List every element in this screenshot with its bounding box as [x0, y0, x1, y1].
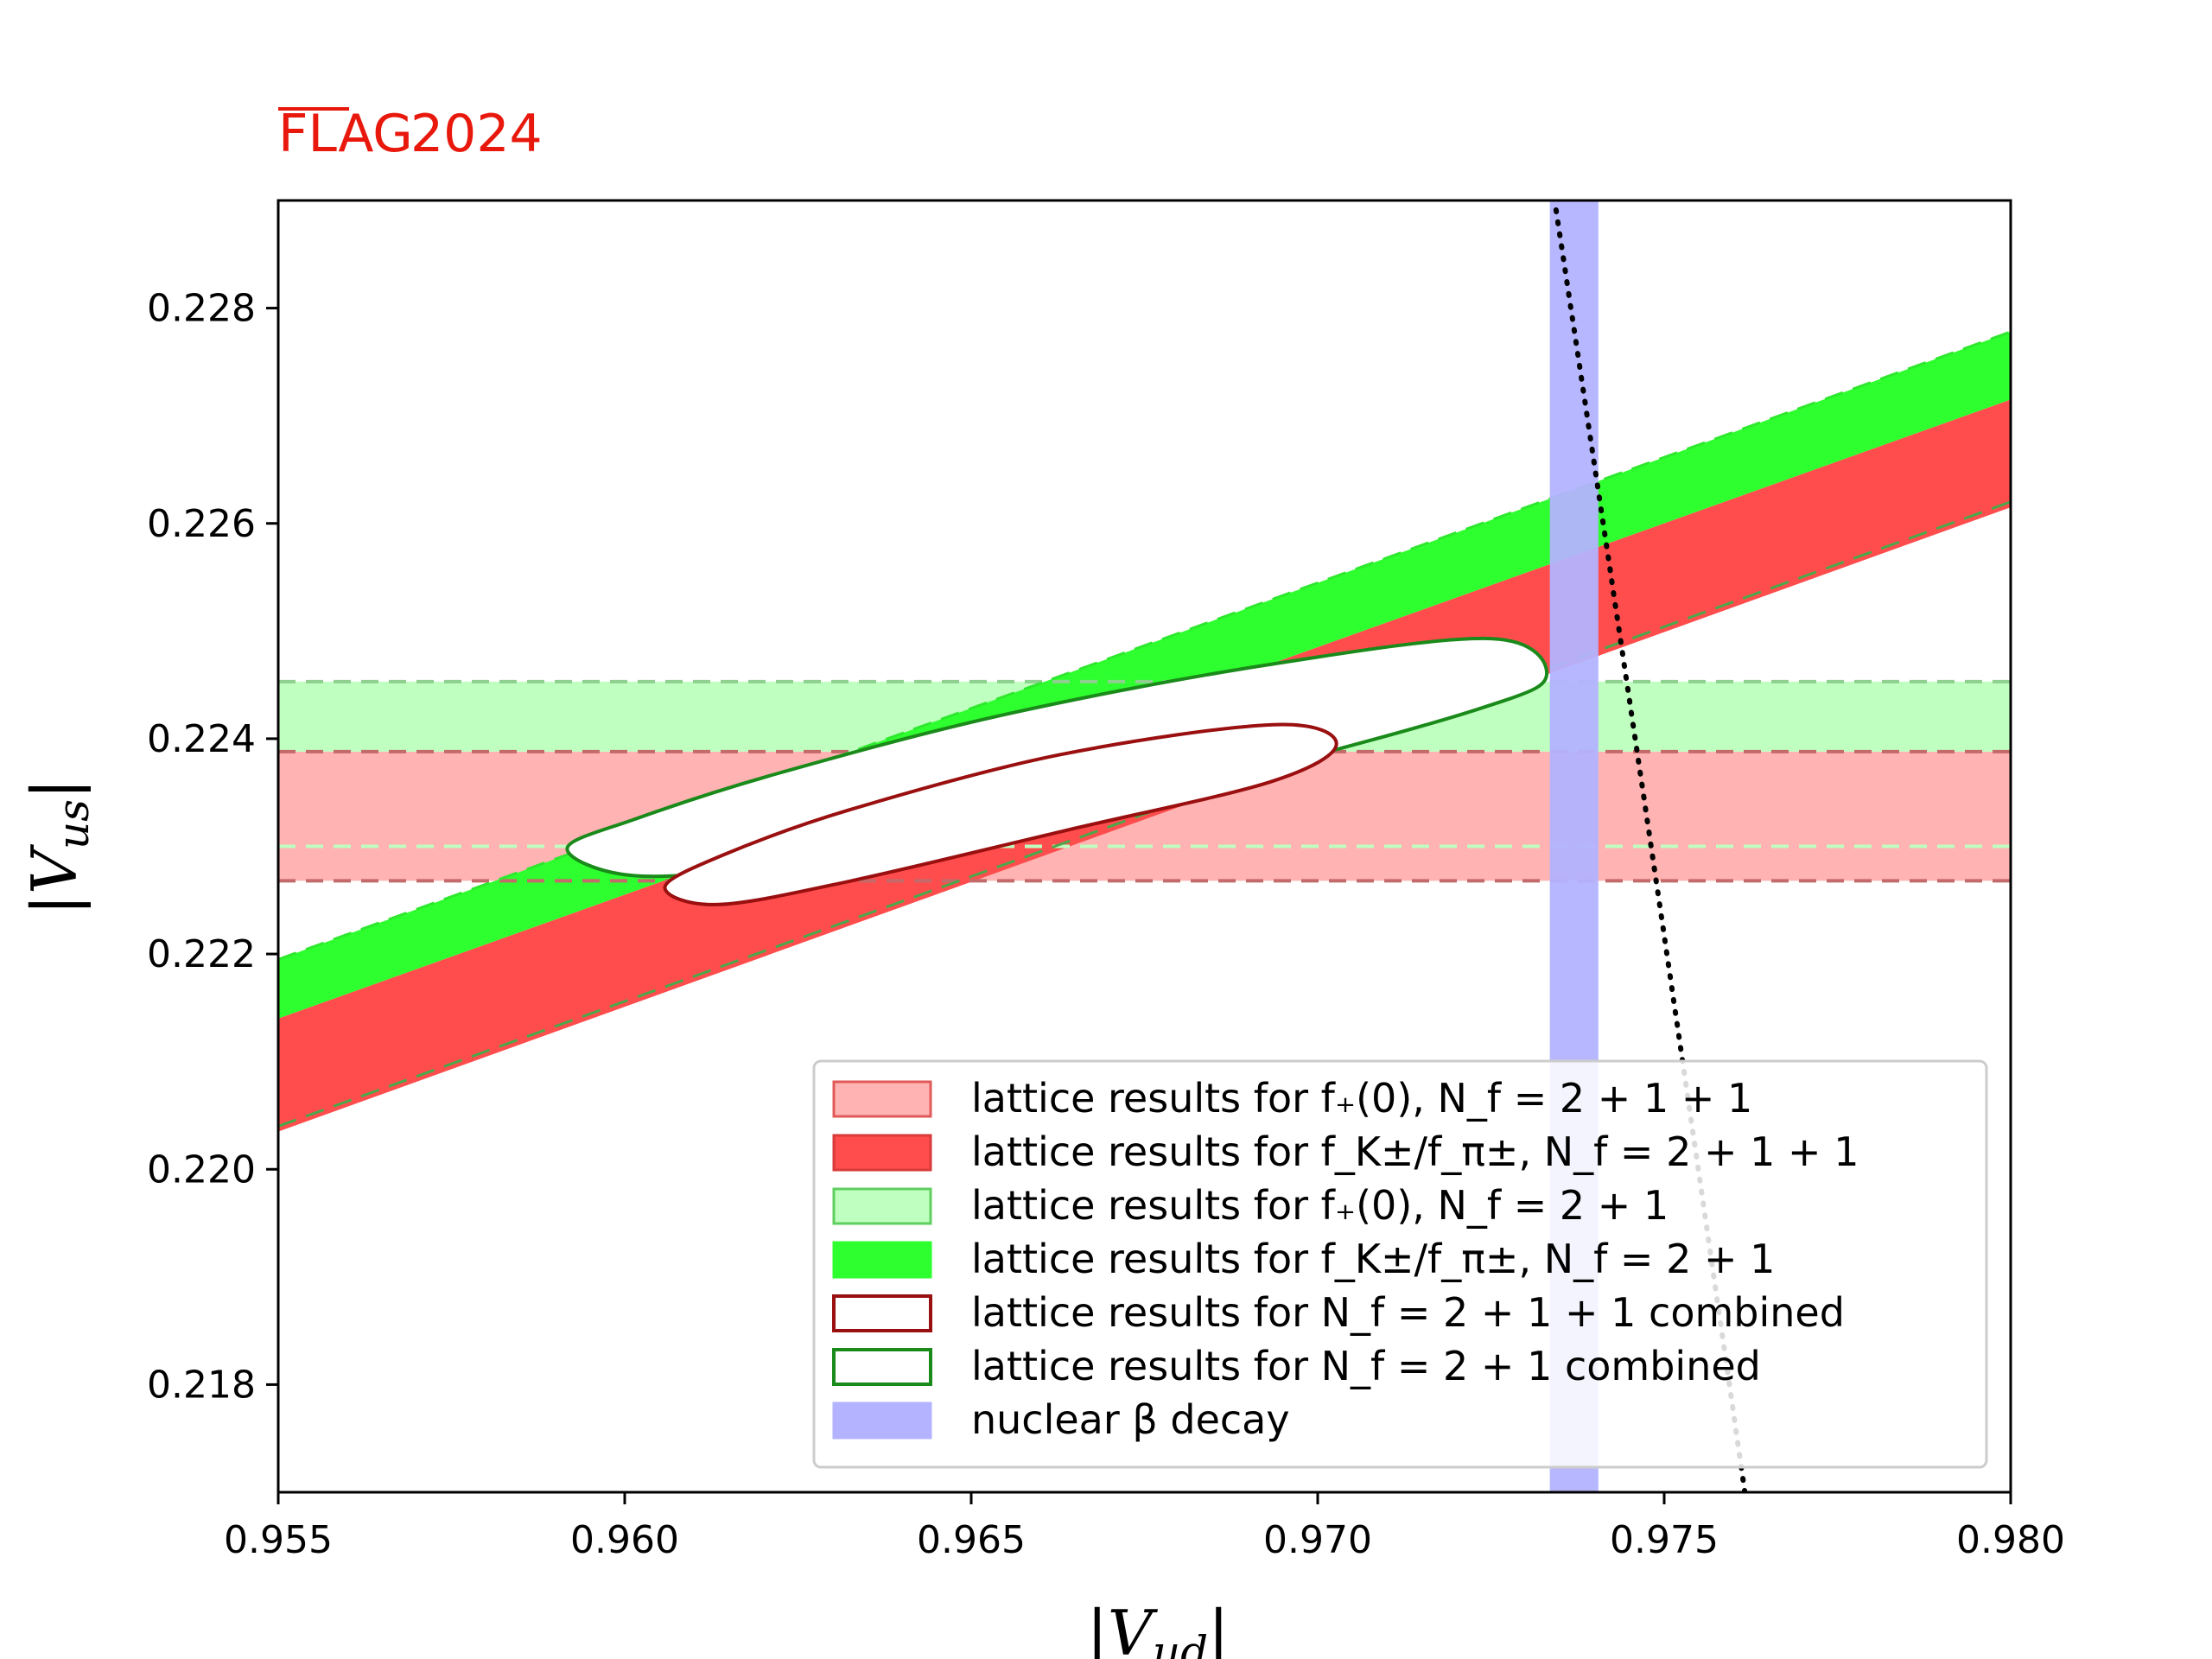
ellipses-layer: [565, 636, 1549, 906]
legend-label-6: nuclear β decay: [971, 1396, 1290, 1443]
y-tick-label-5: 0.228: [147, 287, 256, 331]
flag-logo-year: 2024: [410, 104, 543, 164]
y-tick-label-3: 0.224: [147, 717, 256, 761]
legend-swatch-3: [832, 1241, 932, 1279]
x-tick-label-5: 0.980: [1956, 1518, 2065, 1562]
legend-swatch-2: [832, 1187, 932, 1225]
y-axis-title-text: |Vus|: [18, 779, 99, 915]
legend-swatch-1: [832, 1134, 932, 1172]
legend-swatch-5: [832, 1348, 932, 1386]
legend-label-2: lattice results for f₊(0), N_f = 2 + 1: [971, 1182, 1669, 1229]
legend: lattice results for f₊(0), N_f = 2 + 1 +…: [812, 1059, 1988, 1469]
plot-area: [278, 200, 2011, 1492]
x-axis-ticks: 0.955 0.960 0.965 0.970 0.975 0.980: [224, 1492, 2065, 1562]
x-axis-title-text: |Vud|: [1087, 1597, 1230, 1659]
legend-entries: lattice results for f₊(0), N_f = 2 + 1 +…: [832, 1075, 1859, 1443]
x-tick-label-0: 0.955: [224, 1518, 333, 1562]
x-axis-title: |Vud|: [1087, 1597, 1230, 1659]
legend-label-4: lattice results for N_f = 2 + 1 + 1 comb…: [971, 1289, 1845, 1336]
legend-swatch-6: [832, 1402, 932, 1440]
legend-swatch-4: [832, 1294, 932, 1332]
y-tick-label-2: 0.222: [147, 932, 256, 976]
y-tick-label-1: 0.220: [147, 1147, 256, 1192]
y-axis-ticks: 0.218 0.220 0.222 0.224 0.226 0.228: [147, 287, 278, 1407]
legend-label-1: lattice results for f_K±/f_π±, N_f = 2 +…: [971, 1128, 1859, 1175]
x-tick-label-1: 0.960: [570, 1518, 679, 1562]
y-axis-title: |Vus|: [18, 779, 99, 915]
x-tick-label-4: 0.975: [1610, 1518, 1719, 1562]
band-fk-21: [278, 331, 2011, 1019]
flag-logo: FLAG 2024: [278, 104, 543, 164]
y-tick-label-4: 0.226: [147, 502, 256, 546]
x-tick-label-3: 0.970: [1263, 1518, 1372, 1562]
axes-frame: [276, 199, 2012, 1494]
legend-swatch-0: [832, 1080, 932, 1118]
y-tick-label-0: 0.218: [147, 1363, 256, 1407]
dashed-line-5: [278, 330, 2011, 961]
legend-label-5: lattice results for N_f = 2 + 1 combined: [971, 1343, 1761, 1389]
legend-box: [812, 1059, 1988, 1469]
x-tick-label-2: 0.965: [917, 1518, 1026, 1562]
legend-label-3: lattice results for f_K±/f_π±, N_f = 2 +…: [971, 1236, 1775, 1282]
legend-label-0: lattice results for f₊(0), N_f = 2 + 1 +…: [971, 1075, 1752, 1122]
flag-logo-text: FLAG: [278, 104, 413, 164]
ellipse-combined-2111: [663, 722, 1338, 906]
